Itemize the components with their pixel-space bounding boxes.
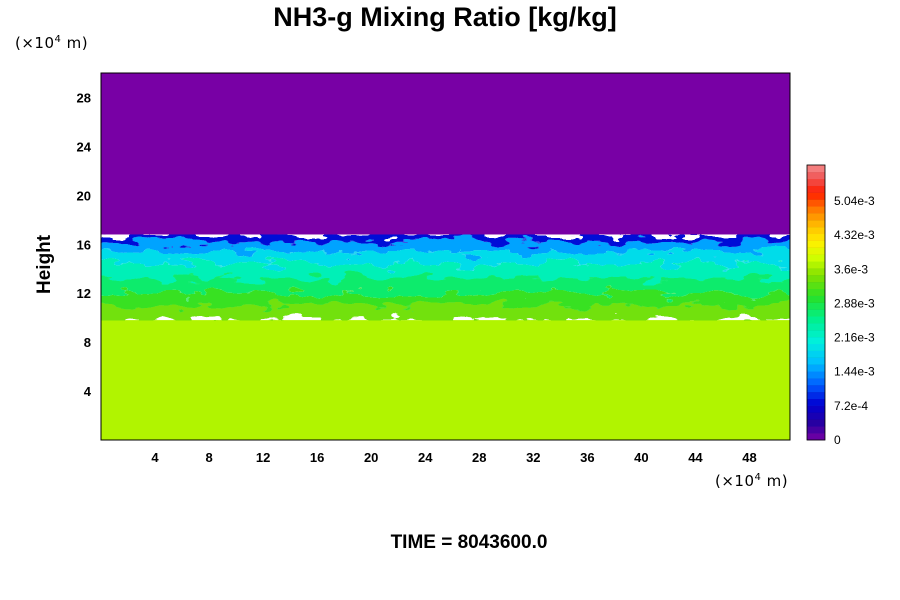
x-tick-label: 28 — [472, 450, 486, 465]
heatmap-band — [101, 73, 790, 235]
x-tick-label: 4 — [151, 450, 159, 465]
colorbar-swatch — [807, 247, 825, 255]
heatmap-band — [101, 293, 790, 306]
colorbar-swatch — [807, 357, 825, 365]
x-tick-label: 32 — [526, 450, 540, 465]
plot-frame — [100, 72, 791, 441]
colorbar-swatch — [807, 199, 825, 207]
colorbar-swatch — [807, 330, 825, 338]
colorbar-tick-label: 3.6e-3 — [834, 262, 868, 276]
x-tick-label: 20 — [364, 450, 378, 465]
heatmap-band — [101, 241, 790, 252]
colorbar-swatch — [807, 295, 825, 303]
colorbar-swatch — [807, 309, 825, 317]
colorbar-swatch — [807, 378, 825, 386]
colorbar-tick-label: 4.32e-3 — [834, 228, 875, 242]
x-tick-label: 36 — [580, 450, 594, 465]
colorbar-swatch — [807, 364, 825, 372]
heatmap-field — [101, 73, 790, 440]
y-tick-label: 20 — [77, 188, 91, 203]
x-tick-label: 48 — [742, 450, 756, 465]
colorbar-swatch — [807, 240, 825, 248]
y-tick-label: 24 — [77, 139, 92, 154]
x-ticks: 4 8 12 16 20 24 28 32 36 40 44 48 — [151, 450, 756, 465]
colorbar-swatch — [807, 261, 825, 269]
chart-title: NH3-g Mixing Ratio [kg/kg] — [273, 2, 617, 32]
colorbar-swatch — [807, 178, 825, 186]
colorbar-tick-label: 5.04e-3 — [834, 194, 875, 208]
y-tick-label: 4 — [84, 384, 92, 399]
x-tick-label: 44 — [688, 450, 703, 465]
colorbar-swatch — [807, 433, 825, 441]
colorbar-swatch — [807, 398, 825, 406]
colorbar-swatch — [807, 371, 825, 379]
colorbar-swatch — [807, 213, 825, 221]
colorbar-swatch — [807, 185, 825, 193]
colorbar-swatch — [807, 316, 825, 324]
colorbar-swatch — [807, 220, 825, 228]
colorbar-swatch — [807, 419, 825, 427]
colorbar-swatch — [807, 206, 825, 214]
colorbar-swatch — [807, 275, 825, 283]
x-tick-label: 40 — [634, 450, 648, 465]
colorbar-swatch — [807, 412, 825, 420]
heatmap-band — [101, 234, 790, 242]
colorbar-swatch — [807, 233, 825, 241]
heatmap-band — [101, 305, 790, 321]
heatmap-band — [101, 278, 790, 294]
colorbar-swatch — [807, 165, 825, 173]
colorbar-swatch — [807, 391, 825, 400]
y-axis-unit: (×104 m) — [15, 34, 89, 52]
heatmap-band — [101, 251, 790, 264]
heatmap-band — [101, 320, 790, 440]
colorbar-tick-label: 2.16e-3 — [834, 331, 875, 345]
colorbar-swatch — [807, 336, 825, 345]
colorbar-swatch — [807, 288, 825, 296]
colorbar-tick-label: 7.2e-4 — [834, 399, 868, 413]
colorbar-swatch — [807, 268, 825, 276]
colorbar-frame — [806, 164, 826, 441]
colorbar-swatch — [807, 302, 825, 310]
colorbar-swatch — [807, 426, 825, 434]
x-tick-label: 8 — [205, 450, 212, 465]
colorbar-swatch — [807, 171, 825, 180]
colorbar-swatch — [807, 350, 825, 358]
colorbar-swatch — [807, 405, 825, 413]
colorbar-swatch — [807, 323, 825, 331]
y-tick-label: 16 — [77, 237, 91, 252]
colorbar-swatch — [807, 385, 825, 393]
time-label: TIME = 8043600.0 — [390, 532, 548, 553]
x-tick-label: 16 — [310, 450, 324, 465]
y-tick-label: 28 — [77, 90, 91, 105]
y-tick-label: 8 — [84, 335, 91, 350]
colorbar-tick-label: 0 — [834, 433, 841, 447]
colorbar-tick-label: 2.88e-3 — [834, 296, 875, 310]
y-ticks: 4 8 12 16 20 24 28 — [77, 90, 92, 399]
colorbar-swatch — [807, 192, 825, 200]
x-tick-label: 12 — [256, 450, 270, 465]
colorbar-swatch — [807, 226, 825, 235]
colorbar-swatch — [807, 281, 825, 290]
colorbar: 0 7.2e-4 1.44e-3 2.16e-3 2.88e-3 3.6e-3 4.32e-… — [806, 164, 875, 447]
colorbar-swatch — [807, 254, 825, 262]
colorbar-swatch — [807, 343, 825, 351]
colorbar-tick-label: 1.44e-3 — [834, 365, 875, 379]
x-tick-label: 24 — [418, 450, 433, 465]
heatmap-band — [101, 263, 790, 279]
x-axis-unit: (×104 m) — [715, 472, 789, 490]
y-tick-label: 12 — [77, 286, 91, 301]
